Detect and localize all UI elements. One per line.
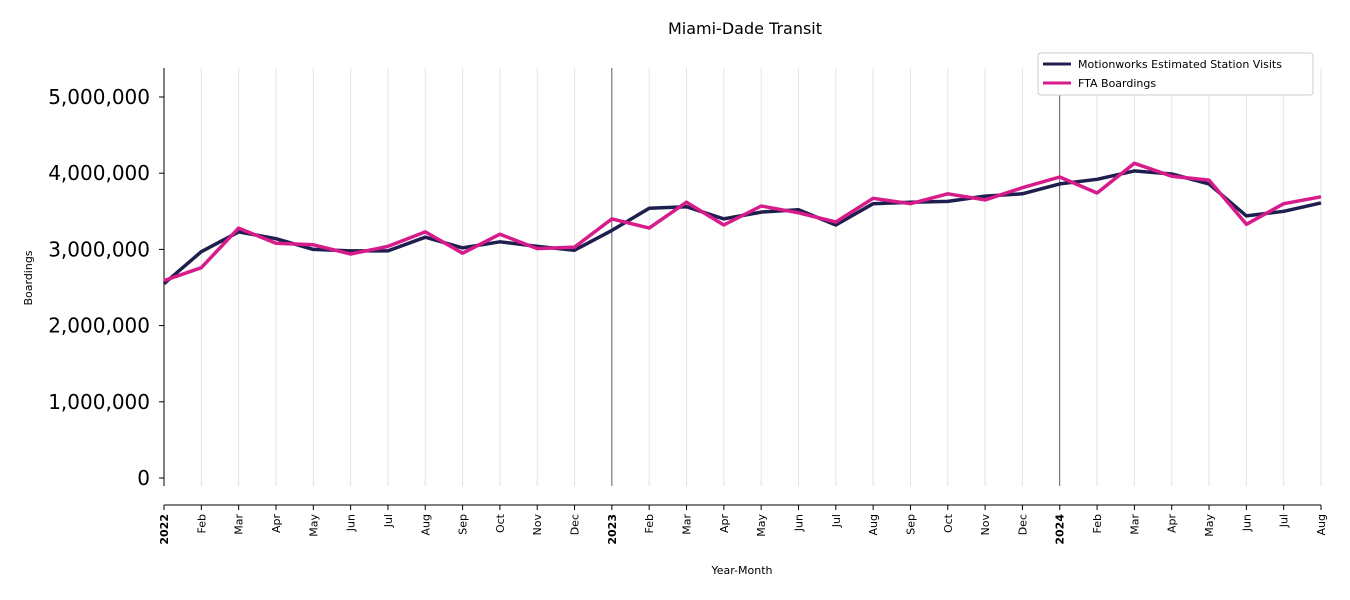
y-tick-label: 1,000,000 <box>48 390 150 414</box>
x-tick-label: Oct <box>494 513 507 533</box>
x-tick-label: May <box>307 514 320 537</box>
y-axis-label: Boardings <box>22 250 35 305</box>
x-tick-label: Aug <box>419 514 432 535</box>
chart-title: Miami-Dade Transit <box>668 19 822 38</box>
x-tick-label: 2023 <box>606 514 619 545</box>
x-tick-label: May <box>1203 514 1216 537</box>
x-tick-label: Nov <box>531 514 544 536</box>
x-tick-label: Dec <box>1016 514 1029 535</box>
legend-box <box>1037 52 1314 96</box>
x-tick-label: Mar <box>681 514 694 535</box>
x-tick-label: 2024 <box>1054 514 1067 545</box>
x-tick-label: Jul <box>830 514 843 528</box>
x-tick-label: Aug <box>1315 514 1328 535</box>
x-tick-label: Oct <box>942 513 955 533</box>
x-tick-label: Jun <box>1240 514 1253 532</box>
series-line-motionworks <box>162 169 1322 286</box>
x-tick-label: Jul <box>1278 514 1291 528</box>
series-line-fta <box>163 161 1322 283</box>
x-tick-label: Feb <box>643 514 656 533</box>
x-tick-label: Aug <box>867 514 880 535</box>
legend-label-fta: FTA Boardings <box>1078 77 1156 90</box>
x-tick-label: Feb <box>1091 514 1104 533</box>
y-tick-label: 3,000,000 <box>48 237 150 261</box>
x-tick-label: Apr <box>1166 514 1179 534</box>
x-tick-label: May <box>755 514 768 537</box>
legend: Motionworks Estimated Station Visits FTA… <box>1037 52 1314 96</box>
x-axis-label: Year-Month <box>710 564 772 577</box>
x-tick-label: Jun <box>345 514 358 532</box>
x-tick-label: Feb <box>195 514 208 533</box>
x-tick-label: 2022 <box>158 514 171 545</box>
x-tick-label: Mar <box>233 514 246 535</box>
x-tick-label: Apr <box>718 514 731 534</box>
x-tick-label: Nov <box>979 514 992 536</box>
x-tick-label: Dec <box>569 514 582 535</box>
y-tick-label: 0 <box>137 466 150 490</box>
x-tick-label: Jun <box>792 514 805 532</box>
x-tick-label: Sep <box>904 514 917 535</box>
y-tick-label: 2,000,000 <box>48 314 150 338</box>
y-tick-label: 5,000,000 <box>48 85 150 109</box>
x-tick-label: Jul <box>382 514 395 528</box>
x-tick-label: Sep <box>457 514 470 535</box>
x-tick-label: Apr <box>270 514 283 534</box>
x-tick-label: Mar <box>1128 514 1141 535</box>
legend-label-motionworks: Motionworks Estimated Station Visits <box>1078 58 1282 71</box>
y-tick-label: 4,000,000 <box>48 161 150 185</box>
